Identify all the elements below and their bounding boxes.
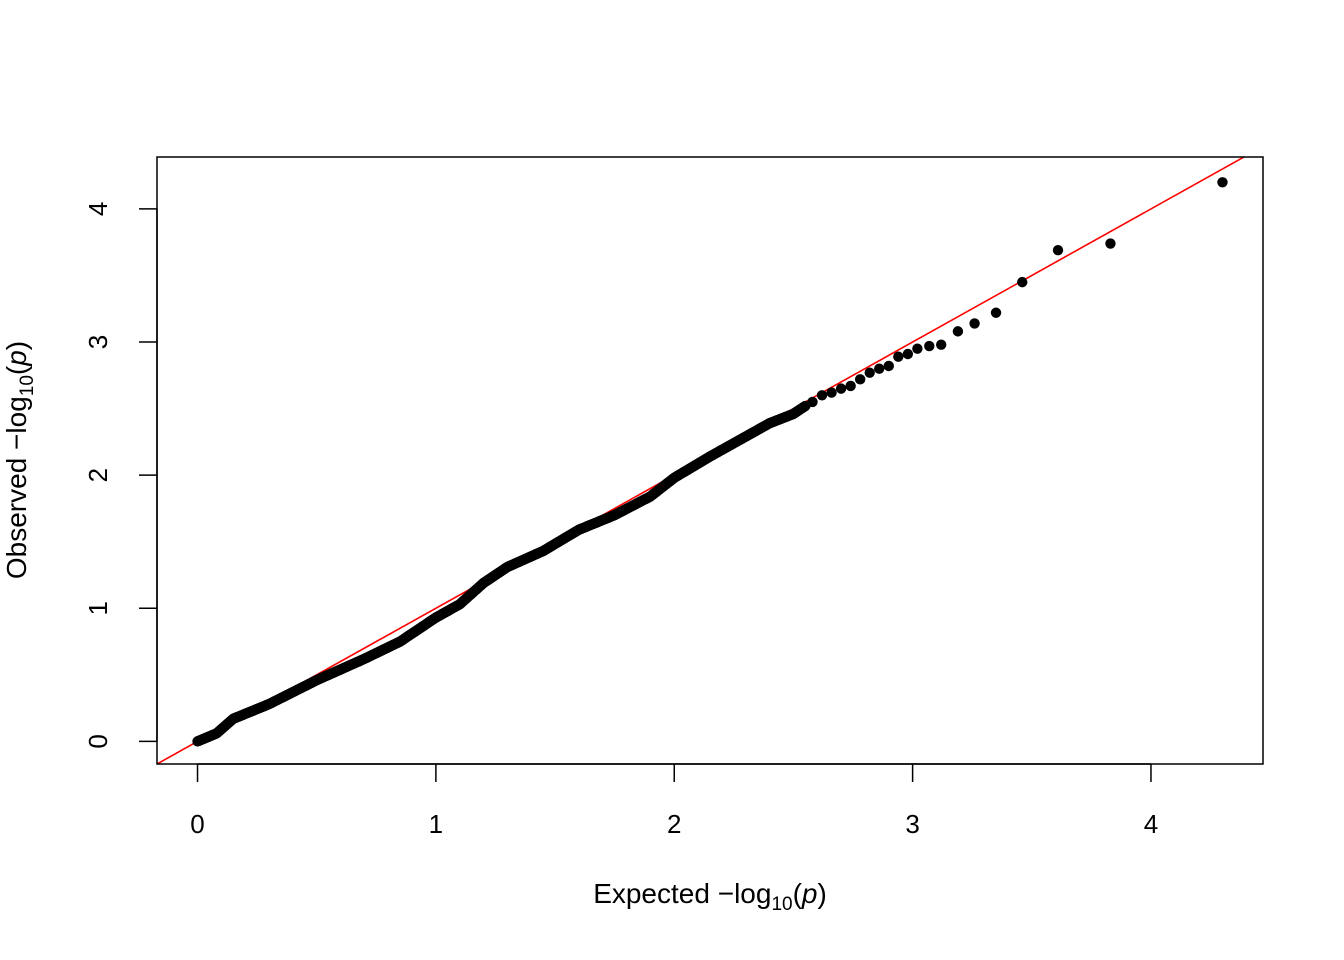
data-point: [1052, 244, 1064, 256]
data-point: [807, 396, 818, 408]
y-tick-label: 1: [83, 601, 113, 615]
x-tick-label: 2: [667, 809, 681, 839]
data-point: [835, 383, 847, 394]
data-point: [845, 380, 856, 392]
data-point: [1017, 276, 1028, 288]
x-axis-title-subscript: 10: [771, 894, 792, 915]
y-axis-title-prefix: Observed −log: [1, 396, 32, 579]
x-tick-label: 0: [190, 809, 204, 839]
data-point: [864, 367, 875, 378]
y-axis-title-close-paren: ): [1, 341, 32, 350]
data-point: [1217, 177, 1228, 188]
y-axis-title-variable: p: [1, 350, 32, 367]
data-point: [826, 387, 837, 398]
x-axis-title: Expected −log10(p): [593, 878, 827, 915]
data-point: [952, 326, 964, 337]
x-axis-title-prefix: Expected −log: [593, 878, 771, 909]
data-point: [924, 340, 935, 352]
data-point: [936, 339, 947, 350]
x-tick-label: 3: [905, 809, 919, 839]
data-point: [874, 363, 885, 374]
x-axis-title-variable: p: [801, 878, 818, 909]
y-axis-title-open-paren: (: [1, 365, 32, 375]
data-point: [893, 351, 904, 362]
data-point: [816, 390, 828, 401]
x-tick-label: 4: [1144, 809, 1158, 839]
x-axis: 0 1 2 3 4: [190, 763, 1158, 839]
x-tick-label: 1: [429, 809, 443, 839]
data-point: [969, 318, 980, 329]
x-axis-title-close-paren: ): [817, 878, 826, 909]
x-axis-title-open-paren: (: [793, 878, 803, 909]
y-axis-title: Observed −log10(p): [1, 341, 38, 579]
y-tick-label: 4: [83, 202, 113, 216]
data-point: [883, 360, 894, 372]
y-tick-label: 0: [83, 734, 113, 748]
data-point: [902, 348, 914, 360]
data-point: [990, 307, 1002, 318]
data-point: [1105, 238, 1116, 249]
points-layer: [192, 177, 1228, 747]
y-axis-title-subscript: 10: [17, 375, 38, 396]
data-point: [854, 374, 866, 385]
y-tick-label: 2: [83, 468, 113, 482]
y-axis: 0 1 2 3 4: [83, 202, 158, 749]
data-point: [912, 343, 923, 354]
y-tick-label: 3: [83, 335, 113, 349]
